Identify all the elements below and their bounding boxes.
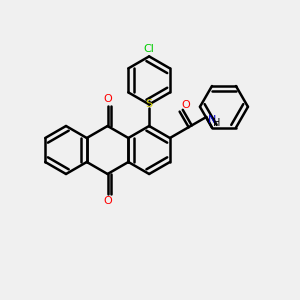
Text: O: O [103,196,112,206]
Text: H: H [213,118,220,128]
Text: Cl: Cl [144,44,154,54]
Text: O: O [181,100,190,110]
Text: S: S [146,99,153,110]
Text: N: N [208,115,216,125]
Text: O: O [103,94,112,104]
